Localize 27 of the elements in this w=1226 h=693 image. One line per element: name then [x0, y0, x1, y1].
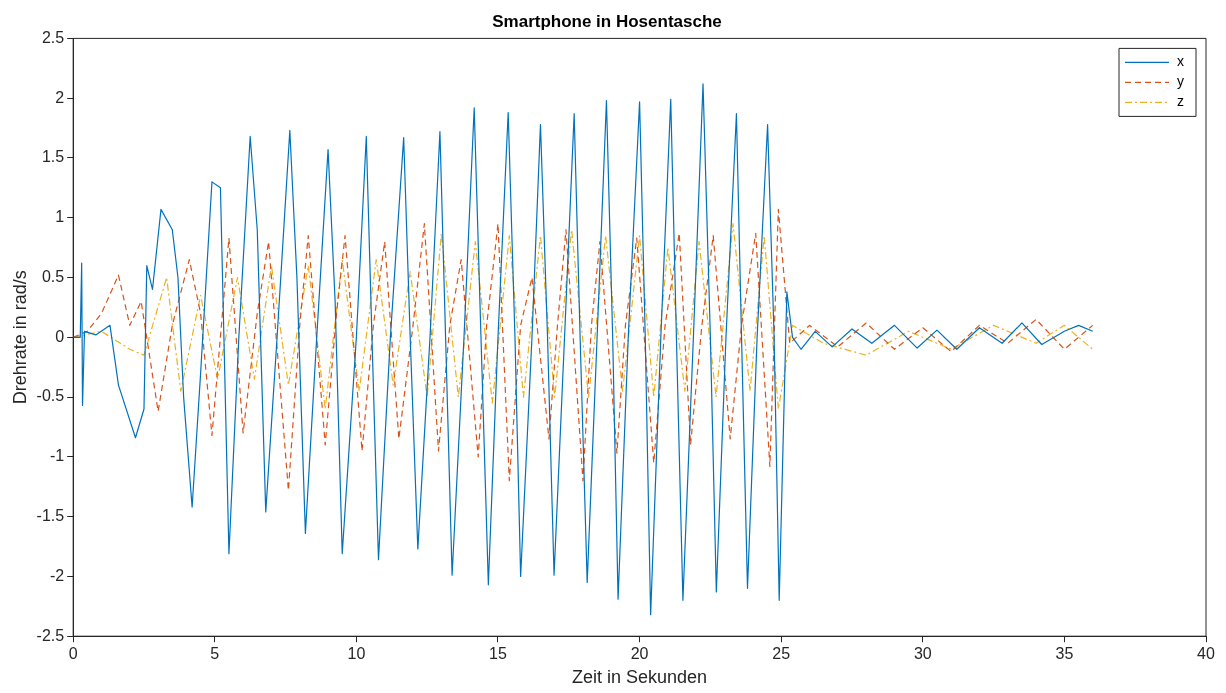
legend-label: y: [1177, 73, 1184, 90]
y-tick-label: -2.5: [36, 626, 65, 644]
y-tick-label: 2: [55, 88, 65, 106]
y-tick-label: 1.5: [41, 148, 65, 166]
x-axis-title: Zeit in Sekunden: [572, 667, 708, 688]
legend-label: z: [1177, 93, 1184, 110]
x-tick-label: 10: [347, 645, 366, 663]
x-tick-label: 25: [772, 645, 791, 663]
y-tick-label: 2.5: [41, 28, 65, 46]
y-tick-label: 0.5: [41, 267, 65, 285]
x-tick-label: 30: [913, 645, 932, 663]
x-tick-label: 0: [68, 645, 78, 663]
x-tick-label: 20: [630, 645, 649, 663]
x-tick-label: 15: [489, 645, 507, 663]
y-tick-label: 1: [55, 208, 65, 226]
y-axis-title: Drehrate in rad/s: [9, 270, 30, 405]
y-tick-label: -0.5: [36, 387, 65, 405]
x-tick-label: 35: [1055, 645, 1074, 663]
y-tick-label: -2: [49, 566, 65, 584]
y-tick-label: -1: [49, 447, 65, 465]
legend-label: x: [1177, 53, 1184, 70]
line-series: [73, 208, 1094, 491]
x-tick-label: 40: [1197, 645, 1215, 663]
y-tick-label: 0: [55, 327, 65, 345]
y-tick-label: -1.5: [36, 507, 65, 525]
x-tick-label: 5: [210, 645, 220, 663]
chart-title: Smartphone in Hosentasche: [492, 11, 722, 31]
